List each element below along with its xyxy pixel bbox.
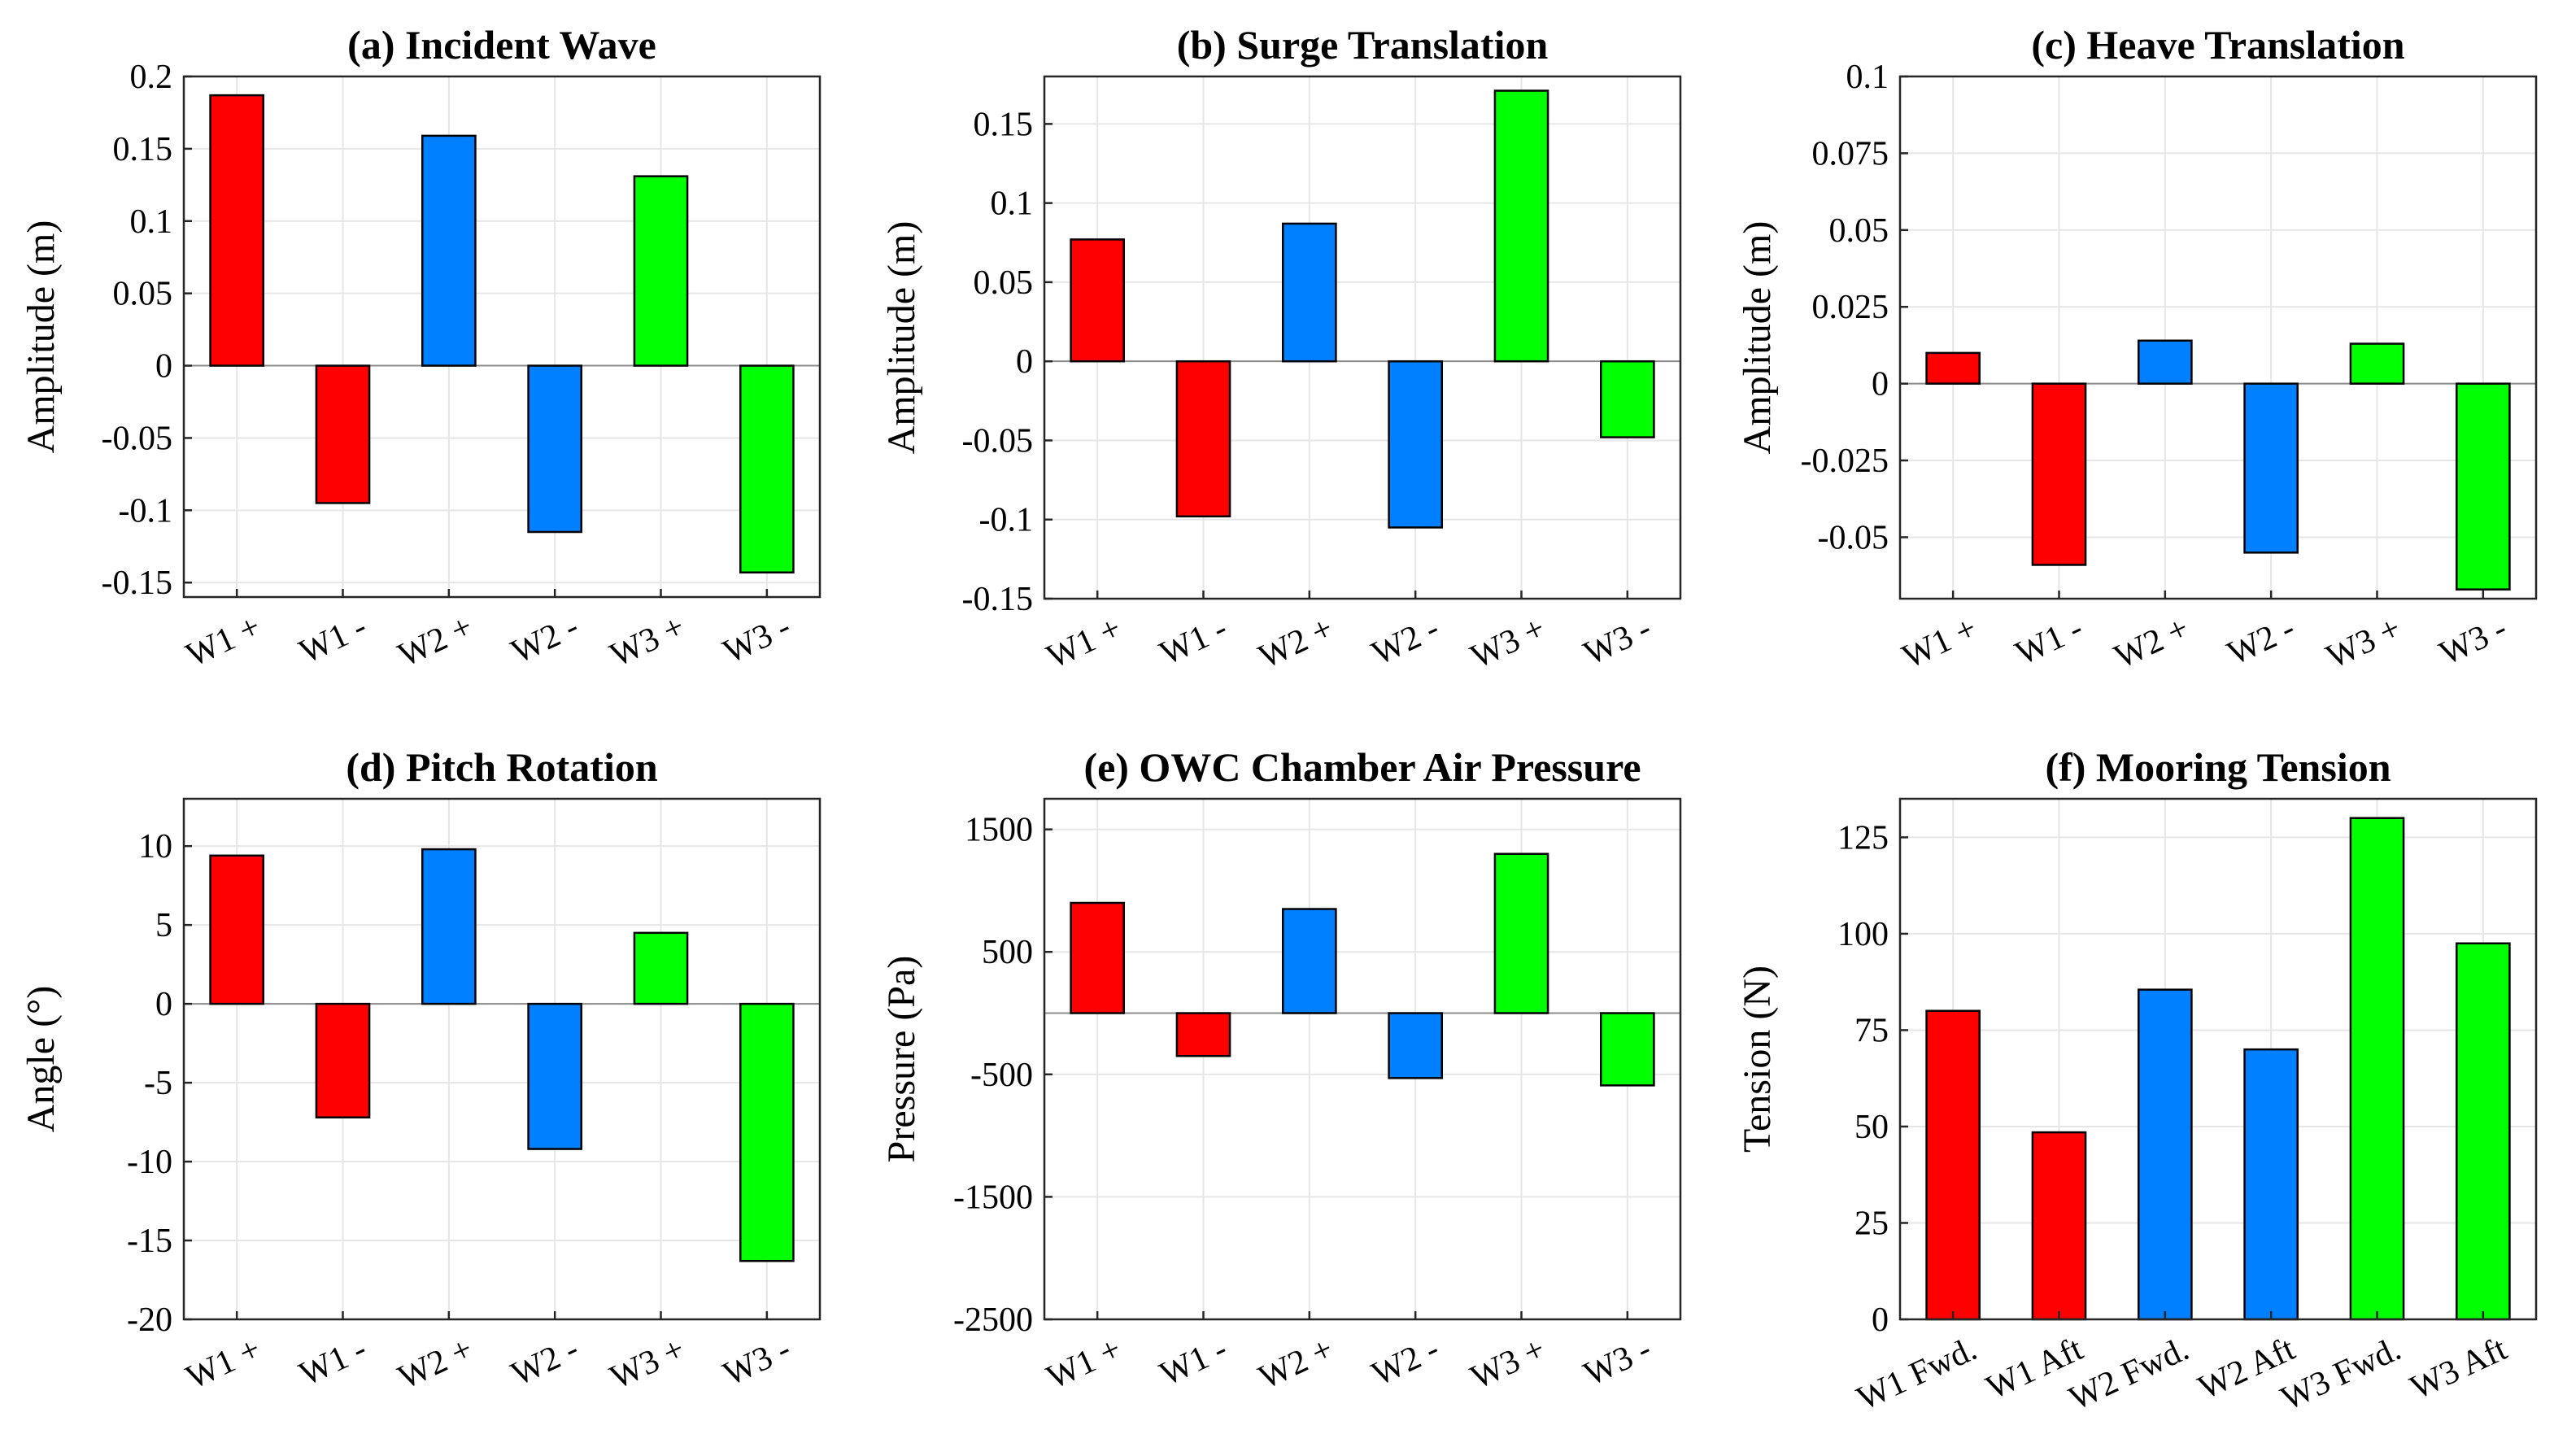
panel-a-ytick-label-2: 0.1 (130, 203, 173, 241)
panel-a-ytick-label-3: 0.05 (113, 276, 173, 313)
panel-c-ytick-label-3: 0.025 (1812, 289, 1889, 326)
panel-c-bar-2 (2138, 339, 2193, 385)
panel-b-bar-5 (1600, 360, 1655, 438)
panel-b-ytick-label-1: 0.1 (991, 185, 1034, 223)
panel-b-axes-frame (1043, 75, 1682, 600)
panel-b-bar-2 (1282, 222, 1337, 363)
panel-b-ytick-label-2: 0.05 (974, 264, 1034, 302)
panel-e-bar-4 (1493, 852, 1549, 1014)
panel-d-ylabel: Angle (°) (20, 986, 63, 1132)
panel-c-ytick-label-0: 0.1 (1846, 59, 1889, 96)
panel-d-axes-frame (182, 797, 822, 1321)
panel-b-bar-3 (1388, 360, 1444, 529)
panel-f-bar-1 (2031, 1131, 2087, 1321)
panel-c-bar-1 (2031, 382, 2087, 566)
panel-b-bar-0 (1070, 238, 1126, 363)
panel-a-bar-0 (209, 94, 265, 367)
panel-c-bar-4 (2349, 342, 2405, 385)
panel-f-ytick-label-4: 25 (1854, 1205, 1889, 1242)
panel-a-ytick-label-6: -0.1 (119, 492, 173, 530)
panel-e-bar-0 (1070, 901, 1126, 1014)
panel-f-ytick-label-0: 125 (1837, 819, 1889, 857)
panel-f-title: (f) Mooring Tension (2045, 744, 2390, 790)
panel-a-ytick-label-7: -0.15 (102, 565, 173, 602)
panel-c-ytick-label-6: -0.05 (1818, 519, 1889, 556)
panel-d-bar-2 (421, 848, 477, 1005)
panel-f-bar-3 (2243, 1048, 2299, 1321)
panel-e-ylabel: Pressure (Pa) (880, 956, 923, 1163)
panel-b-bar-4 (1493, 89, 1549, 363)
panel-e-ytick-label-4: -2500 (953, 1301, 1033, 1339)
panel-e-axes-frame (1043, 797, 1682, 1321)
panel-f-ytick-label-2: 75 (1854, 1012, 1889, 1049)
panel-a-ytick-label-4: 0 (155, 348, 172, 386)
panel-f: (f) Mooring Tension Tension (N) 125 100 75… (1736, 744, 2538, 1418)
panel-c-bar-5 (2456, 382, 2511, 591)
panel-c-title: (c) Heave Translation (2031, 22, 2404, 68)
panel-c-axes-frame (1898, 75, 2538, 600)
panel-e-ytick-label-3: -1500 (953, 1179, 1033, 1216)
panel-f-ylabel: Tension (N) (1736, 966, 1779, 1153)
panel-a-bar-5 (739, 364, 795, 574)
panel-d-ytick-label-2: 0 (155, 986, 172, 1023)
panel-c-ytick-label-4: 0 (1872, 366, 1889, 403)
panel-e-bar-1 (1175, 1012, 1231, 1057)
panel-d-ytick-label-5: -15 (127, 1223, 172, 1260)
panel-b-ytick-label-4: -0.05 (962, 422, 1034, 460)
panel-b: (b) Surge Translation Amplitude (m) 0.15… (880, 22, 1682, 676)
panel-d-bar-3 (527, 1002, 582, 1150)
panel-a-bar-2 (421, 134, 477, 367)
panel-b-ytick-label-5: -0.1 (979, 502, 1034, 539)
panel-e-ytick-label-1: 500 (982, 934, 1033, 971)
panel-d-ytick-label-0: 10 (138, 828, 172, 865)
panel-b-ytick-label-6: -0.15 (962, 581, 1034, 618)
panel-a-ytick-label-1: 0.15 (113, 131, 173, 168)
panel-d-bar-5 (739, 1002, 795, 1262)
panel-d-ytick-label-1: 5 (155, 907, 172, 944)
panel-a-title: (a) Incident Wave (347, 22, 656, 68)
panel-d-ytick-label-6: -20 (127, 1301, 172, 1339)
panel-c-ytick-label-5: -0.025 (1801, 442, 1889, 480)
panel-a-ytick-label-0: 0.2 (130, 59, 173, 96)
panel-f-bar-5 (2456, 942, 2511, 1321)
panel-f-bar-2 (2138, 988, 2193, 1321)
panel-e-title: (e) OWC Chamber Air Pressure (1083, 744, 1641, 790)
panel-e-bar-2 (1282, 908, 1337, 1014)
panel-d-bar-0 (209, 854, 265, 1005)
panel-d-ytick-label-3: -5 (144, 1065, 172, 1102)
panel-b-ytick-label-0: 0.15 (974, 106, 1034, 143)
panel-c-ylabel: Amplitude (m) (1736, 221, 1779, 455)
panel-e-ytick-label-2: -500 (970, 1057, 1033, 1094)
panel-f-axes-frame (1898, 797, 2538, 1321)
panel-c-ytick-label-2: 0.05 (1829, 212, 1889, 250)
panel-b-ylabel: Amplitude (m) (880, 221, 923, 455)
panel-a-ytick-label-5: -0.05 (102, 420, 173, 457)
panel-f-ytick-label-3: 50 (1854, 1109, 1889, 1146)
panel-b-bar-1 (1175, 360, 1231, 518)
panel-c-bar-3 (2243, 382, 2299, 554)
panel-e-ytick-label-0: 1500 (965, 812, 1033, 849)
panel-e-bar-3 (1388, 1012, 1444, 1079)
panel-c-ytick-label-1: 0.075 (1812, 135, 1889, 172)
panel-a-axes-frame (182, 75, 822, 599)
panel-d-title: (d) Pitch Rotation (346, 744, 657, 790)
panel-f-bar-0 (1925, 1009, 1981, 1321)
panel-c-bar-0 (1925, 351, 1981, 385)
panel-f-ytick-label-5: 0 (1872, 1301, 1889, 1339)
panel-a-bar-3 (527, 364, 582, 534)
panel-d-bar-4 (633, 931, 689, 1005)
panel-b-ytick-label-3: 0 (1016, 343, 1033, 381)
panel-a-ylabel: Amplitude (m) (20, 220, 63, 454)
panel-e-bar-5 (1600, 1012, 1655, 1087)
panel-f-ytick-label-1: 100 (1837, 916, 1889, 953)
panel-a-bar-1 (315, 364, 371, 504)
panel-a-bar-4 (633, 175, 689, 367)
panel-b-title: (b) Surge Translation (1177, 22, 1549, 68)
panel-d-bar-1 (315, 1002, 371, 1119)
panel-d-ytick-label-4: -10 (127, 1144, 172, 1181)
panel-f-bar-4 (2349, 817, 2405, 1321)
